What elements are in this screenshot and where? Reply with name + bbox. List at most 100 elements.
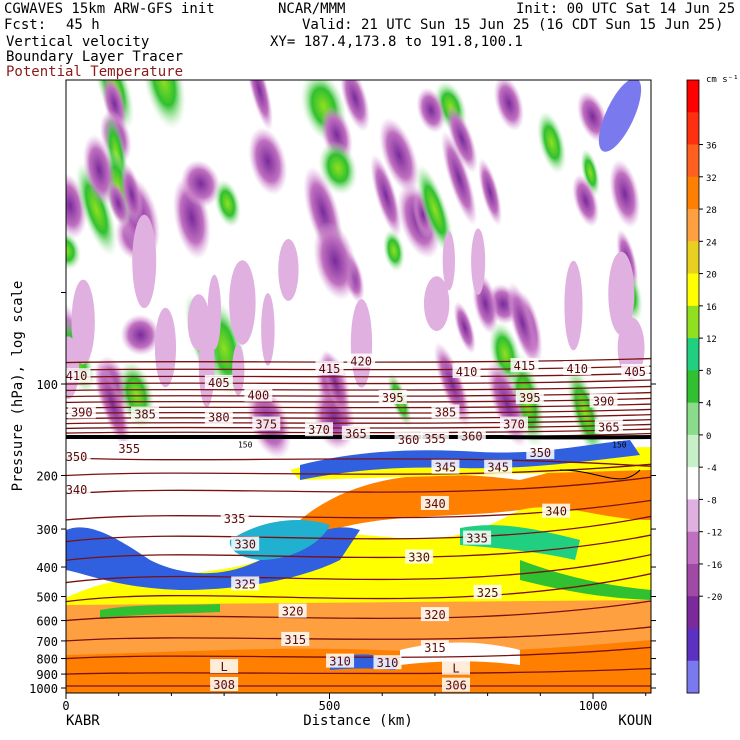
isentrope bbox=[66, 534, 651, 561]
isentrope bbox=[66, 413, 651, 420]
theta-label: 340 bbox=[66, 483, 88, 497]
colorbar-tick-label: 36 bbox=[706, 142, 717, 152]
theta-label: 330 bbox=[408, 551, 430, 565]
wave-cell bbox=[572, 174, 600, 227]
colorbar-tick-label: 4 bbox=[706, 400, 711, 410]
theta-label: 380 bbox=[208, 411, 230, 425]
wave-cell bbox=[120, 314, 161, 356]
wave-cell bbox=[378, 117, 420, 194]
colorbar-tick-label: -12 bbox=[706, 529, 722, 539]
y-axis-label: Pressure (hPa), log scale bbox=[10, 281, 26, 492]
wave-cell bbox=[71, 279, 95, 365]
theta-label: 345 bbox=[435, 461, 457, 475]
theta-label: 410 bbox=[566, 362, 588, 376]
field-boundary-layer-tracer: Boundary Layer Tracer bbox=[6, 49, 184, 65]
theta-label-bg bbox=[420, 607, 449, 622]
theta-label: 370 bbox=[503, 418, 525, 432]
theta-label: 308 bbox=[213, 678, 235, 692]
theta-label: 355 bbox=[424, 432, 446, 446]
colorbar-tick-label: 24 bbox=[706, 238, 717, 248]
x-axis: 0 500 1000 bbox=[62, 693, 647, 713]
theta-label-bg bbox=[563, 361, 592, 376]
colorbar-swatch bbox=[687, 112, 699, 146]
wave-cell bbox=[181, 160, 221, 208]
theta-label-bg bbox=[431, 404, 460, 419]
colorbar-tick-label: 8 bbox=[706, 367, 711, 377]
isentrope bbox=[66, 457, 651, 467]
theta-label-bg bbox=[420, 640, 449, 655]
theta-label-bg bbox=[442, 660, 470, 675]
theta-label: 410 bbox=[66, 369, 88, 383]
theta-label-bg bbox=[442, 677, 470, 692]
wave-cell bbox=[339, 80, 371, 132]
wave-cell bbox=[478, 158, 502, 226]
wave-cell bbox=[536, 110, 567, 175]
wave-cell bbox=[507, 282, 538, 363]
colorbar-tick-label: 20 bbox=[706, 271, 717, 281]
forecast-hour: 45 h bbox=[66, 17, 100, 33]
colorbar-swatch bbox=[687, 370, 699, 404]
theta-label: 340 bbox=[545, 505, 567, 519]
theta-label: 360 bbox=[461, 430, 483, 444]
theta-label: 345 bbox=[487, 461, 509, 475]
theta-label: 310 bbox=[329, 655, 351, 669]
wave-cell bbox=[313, 221, 357, 301]
y-tick-label: 700 bbox=[36, 635, 58, 649]
y-tick-label: 900 bbox=[36, 668, 58, 682]
theta-label: 315 bbox=[424, 641, 446, 655]
theta-label-bg bbox=[62, 448, 91, 463]
theta-label: 350 bbox=[66, 450, 88, 464]
theta-label-bg bbox=[210, 677, 239, 692]
theta-label: 335 bbox=[466, 532, 488, 546]
colorbar-tick-label: 0 bbox=[706, 432, 711, 442]
isentrope bbox=[66, 372, 651, 378]
wave-cell bbox=[598, 80, 642, 152]
theta-label-bg bbox=[281, 631, 310, 646]
wave-cell bbox=[214, 179, 242, 228]
colorbar-frame bbox=[686, 79, 700, 694]
theta-label-bg bbox=[131, 406, 160, 421]
center-label: NCAR/MMM bbox=[278, 1, 346, 17]
theta-label: 395 bbox=[382, 391, 404, 405]
wave-cell bbox=[608, 251, 635, 336]
theta-label: 415 bbox=[319, 362, 341, 376]
y-tick-label: 500 bbox=[36, 590, 58, 604]
y-tick-label: 300 bbox=[36, 523, 58, 537]
theta-label-bg bbox=[499, 416, 528, 431]
theta-label-bg bbox=[542, 503, 571, 518]
theta-label: 320 bbox=[282, 605, 304, 619]
theta-label: 385 bbox=[134, 408, 156, 422]
wave-cell bbox=[609, 159, 641, 229]
theta-label-bg bbox=[457, 428, 486, 443]
colorbar-swatch bbox=[687, 176, 699, 210]
colorbar-tick-label: 32 bbox=[706, 174, 717, 184]
colorbar-swatch bbox=[687, 467, 699, 500]
theta-label: 335 bbox=[224, 512, 246, 526]
x-endpoint-left: KABR bbox=[66, 713, 100, 729]
theta-label-bg bbox=[510, 358, 539, 373]
isentrope bbox=[66, 476, 651, 495]
theta-label: 400 bbox=[248, 389, 270, 403]
isentrope bbox=[66, 667, 651, 675]
theta-label-bg bbox=[347, 353, 376, 368]
colorbar-tick-label: -16 bbox=[706, 561, 722, 571]
wave-cell bbox=[132, 214, 157, 309]
theta-label-bg bbox=[473, 584, 502, 599]
wave-cell bbox=[493, 80, 525, 132]
theta-label-bg bbox=[220, 510, 249, 525]
isentrope bbox=[66, 553, 651, 584]
model-title: CGWAVES 15km ARW-GFS init bbox=[4, 1, 215, 17]
colorbar-swatch bbox=[687, 209, 699, 242]
isentrope bbox=[66, 463, 651, 477]
wave-cell bbox=[207, 274, 222, 350]
wave-cell bbox=[442, 231, 455, 291]
wave-cell bbox=[415, 163, 455, 256]
wave-cell bbox=[416, 87, 446, 133]
colorbar-tick-label: 16 bbox=[706, 303, 717, 313]
y-tick-label: 600 bbox=[36, 615, 58, 629]
wave-cell bbox=[278, 238, 299, 301]
theta-label-bg bbox=[210, 659, 239, 674]
wave-cell bbox=[120, 163, 144, 227]
theta-label: 365 bbox=[345, 427, 367, 441]
theta-label-bg bbox=[244, 387, 273, 402]
